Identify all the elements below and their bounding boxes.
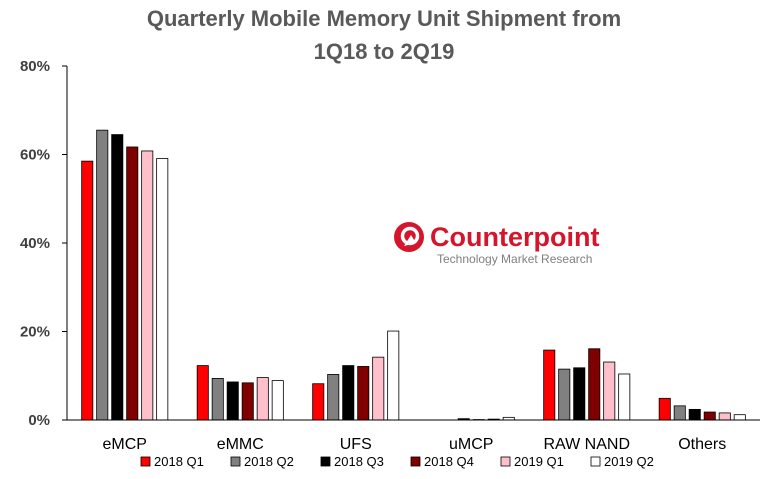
bar (96, 129, 109, 421)
bar (573, 367, 586, 421)
y-tick-label: 40% (20, 235, 50, 252)
bar (618, 373, 631, 421)
x-tick-label: eMCP (103, 436, 147, 453)
y-tick-label: 0% (28, 412, 50, 429)
legend-swatch (230, 456, 241, 467)
bar (111, 134, 124, 421)
legend-swatch (410, 456, 421, 467)
logo-tagline-text: Technology Market Research (437, 252, 592, 266)
counterpoint-logo: Counterpoint Technology Market Research (394, 222, 599, 266)
y-tick-label: 80% (20, 58, 50, 75)
legend: 2018 Q1 2018 Q2 2018 Q3 2018 Q4 2019 Q1 2019 … (140, 454, 654, 469)
bar (156, 158, 169, 421)
legend-label: 2018 Q1 (154, 454, 204, 469)
bar (271, 380, 284, 421)
bar (558, 368, 571, 421)
legend-label: 2018 Q2 (244, 454, 294, 469)
bar (81, 160, 94, 421)
legend-label: 2019 Q2 (604, 454, 654, 469)
x-tick-label: RAW NAND (543, 436, 630, 453)
bar (226, 381, 239, 421)
bar (703, 411, 716, 421)
legend-swatch (140, 456, 151, 467)
chart-title-line2: 1Q18 to 2Q19 (313, 39, 455, 64)
bar (588, 348, 601, 421)
bar (603, 361, 616, 421)
chart-title: Quarterly Mobile Memory Unit Shipment fr… (0, 2, 768, 68)
legend-label: 2018 Q3 (334, 454, 384, 469)
legend-swatch (320, 456, 331, 467)
bar (256, 377, 269, 421)
axes-group: 0% 20% 40% 60% 80% eMCP eMMC UFS uMCP RAW NAND Oth… (20, 58, 760, 453)
chart-title-line1: Quarterly Mobile Memory Unit Shipment fr… (146, 6, 622, 31)
x-tick-label: uMCP (449, 436, 493, 453)
bar (141, 150, 154, 421)
logo-wedge-icon (404, 235, 416, 246)
x-tick-label: eMMC (217, 436, 264, 453)
bar (357, 366, 370, 421)
logo-brand-text: Counterpoint (430, 222, 599, 252)
bar (126, 146, 139, 421)
y-tick-label: 60% (20, 147, 50, 164)
bar (241, 382, 254, 421)
legend-swatch (500, 456, 511, 467)
bar (688, 408, 701, 421)
logo-circle-icon (394, 222, 424, 252)
x-tick-label: UFS (340, 436, 372, 453)
bar (372, 356, 385, 421)
bar (387, 330, 400, 421)
bar (673, 405, 686, 421)
y-tick-label: 20% (20, 324, 50, 341)
bar (196, 365, 209, 421)
bar (658, 397, 671, 421)
x-tick-label: Others (678, 436, 726, 453)
legend-label: 2018 Q4 (424, 454, 474, 469)
bar (733, 414, 746, 421)
bar (543, 349, 556, 421)
bar (718, 412, 731, 421)
bar (211, 378, 224, 421)
bars-group (81, 129, 746, 421)
bar (342, 365, 355, 421)
bar (312, 383, 325, 421)
legend-swatch (590, 456, 601, 467)
bar (327, 374, 340, 421)
legend-label: 2019 Q1 (514, 454, 564, 469)
